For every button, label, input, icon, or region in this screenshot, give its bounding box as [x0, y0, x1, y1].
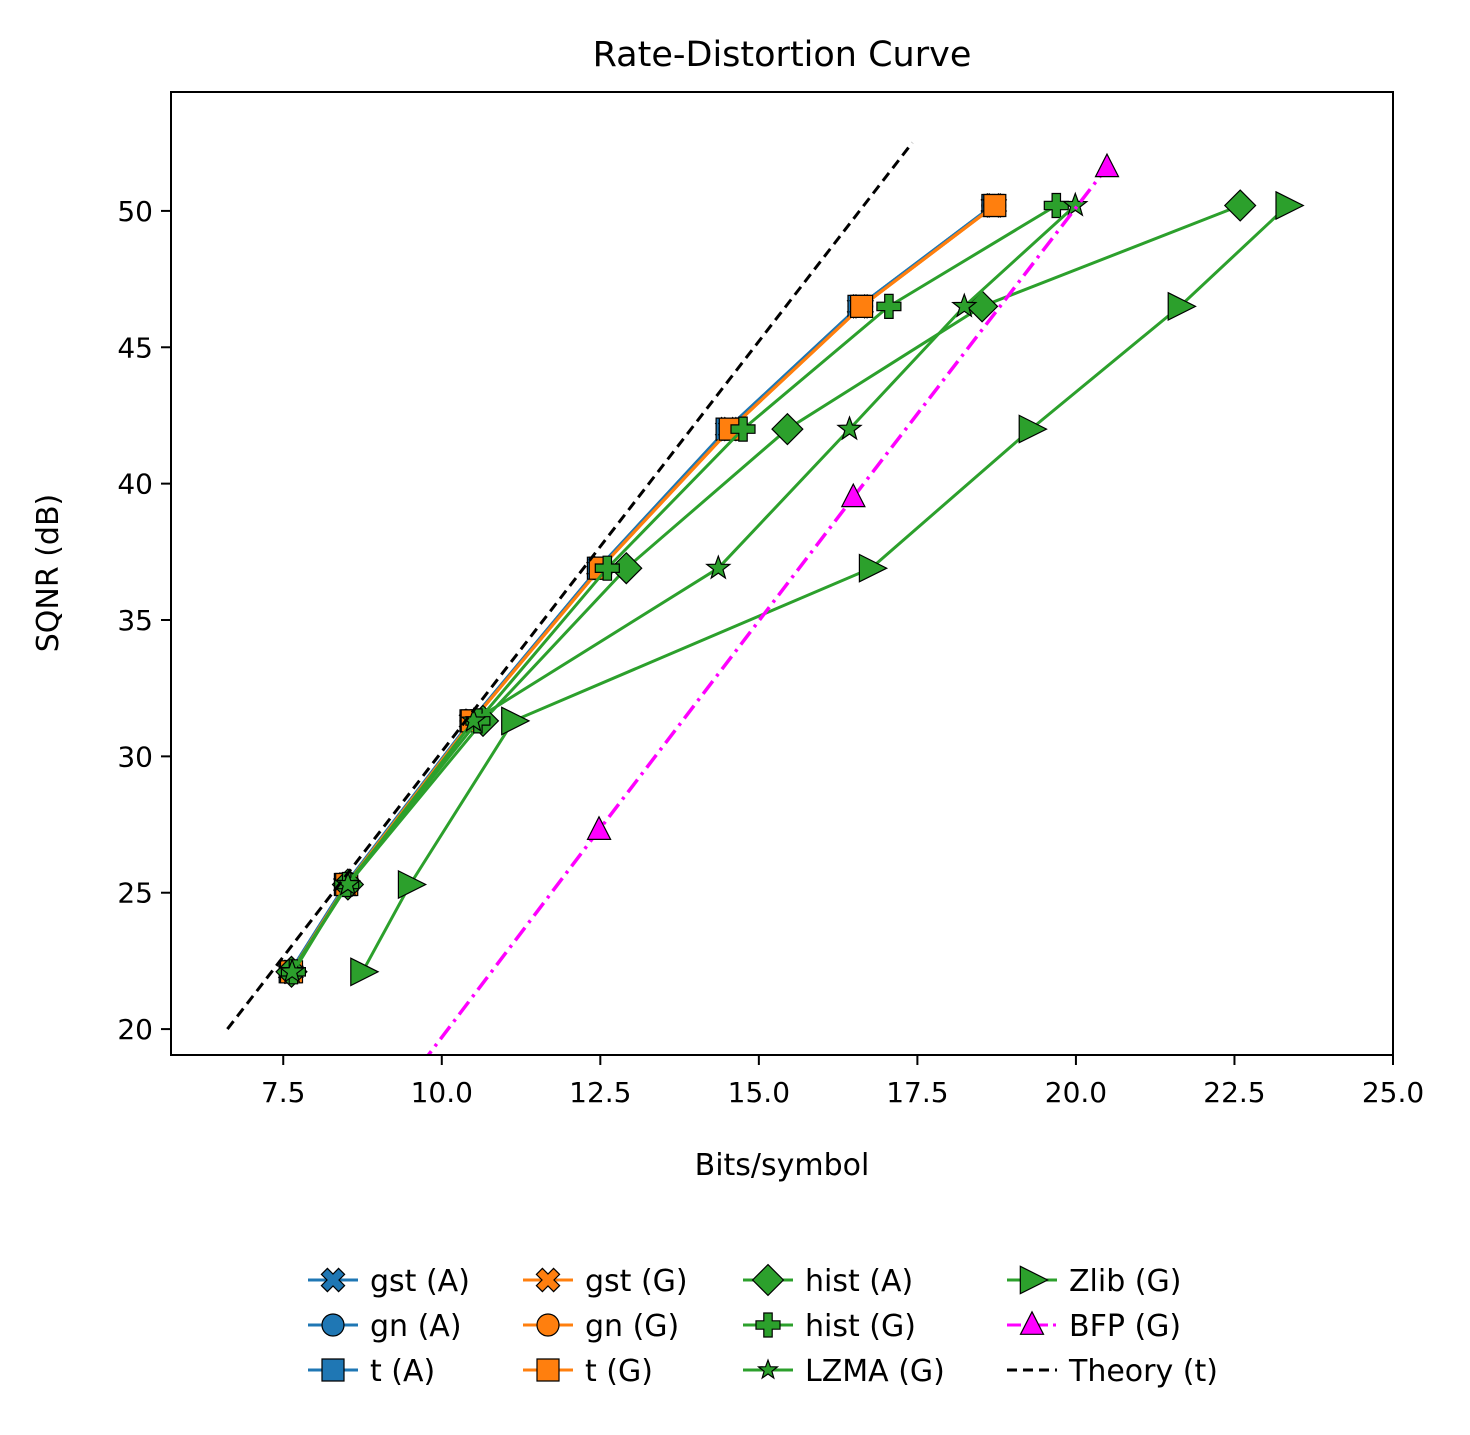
data-point [610, 551, 643, 585]
legend-item-gst-a: gst (A) [308, 1264, 470, 1299]
legend-label: hist (A) [805, 1264, 913, 1299]
legend-label: t (A) [370, 1354, 435, 1389]
legend-marker [1019, 1265, 1049, 1295]
series-line [426, 166, 1109, 1055]
data-point [460, 707, 487, 733]
legend-item-hist-a: hist (A) [743, 1263, 913, 1299]
legend-marker [755, 1312, 781, 1338]
legend-label: gn (A) [370, 1309, 462, 1344]
legend-item-theory-t: Theory (t) [1007, 1354, 1218, 1389]
data-point [730, 416, 756, 442]
data-point [983, 193, 1007, 218]
legend-marker [536, 1358, 560, 1382]
data-point [1275, 190, 1305, 221]
y-tick-label: 40 [117, 468, 153, 501]
legend-marker [536, 1313, 560, 1337]
data-point [1062, 191, 1089, 217]
data-point [594, 555, 620, 581]
legend-marker [321, 1313, 345, 1337]
y-tick-label: 50 [117, 195, 153, 228]
legend-label: BFP (G) [1069, 1309, 1181, 1344]
y-tick-label: 30 [117, 740, 153, 773]
legend-label: gst (A) [370, 1264, 470, 1299]
x-tick-label: 15.0 [728, 1076, 790, 1109]
data-point [1223, 189, 1257, 222]
data-point [771, 412, 804, 446]
legend-item-gn-g: gn (G) [523, 1309, 679, 1344]
legend-marker [1019, 1310, 1045, 1335]
legend-item-lzma-g: LZMA (G) [743, 1354, 945, 1389]
data-point [1094, 152, 1120, 178]
series-line [226, 141, 914, 1031]
legend-label: Zlib (G) [1069, 1264, 1181, 1299]
x-tick-label: 17.5 [886, 1076, 948, 1109]
legend: gst (A) gn (A) t (A) gst (G) gn (G) t (G) hist… [308, 1263, 1218, 1389]
legend-label: hist (G) [805, 1309, 916, 1344]
legend-marker [756, 1358, 780, 1380]
legend-item-gst-g: gst (G) [523, 1264, 688, 1299]
data-point [850, 294, 874, 318]
legend-label: LZMA (G) [805, 1354, 945, 1389]
y-axis-label: SQNR (dB) [31, 494, 66, 653]
legend-label: t (G) [585, 1354, 653, 1389]
legend-item-t-g: t (G) [523, 1354, 653, 1389]
plot-frame [170, 91, 1394, 1056]
data-point [501, 706, 531, 736]
legend-item-hist-g: hist (G) [743, 1309, 916, 1344]
chart-title: Rate-Distortion Curve [593, 35, 972, 75]
legend-label: Theory (t) [1068, 1354, 1218, 1389]
x-tick-label: 20.0 [1045, 1076, 1107, 1109]
legend-marker [320, 1267, 346, 1293]
legend-item-zlib-g: Zlib (G) [1007, 1264, 1181, 1299]
x-tick-label: 7.5 [261, 1076, 306, 1109]
data-point [705, 554, 732, 580]
data-point [397, 869, 428, 900]
x-tick-label: 25.0 [1362, 1076, 1424, 1109]
data-point [278, 957, 306, 984]
data-point [334, 870, 362, 896]
data-point [876, 293, 902, 319]
y-tick-label: 25 [117, 877, 153, 910]
y-tick-label: 20 [117, 1013, 153, 1046]
series-bfp-g [426, 152, 1120, 1055]
x-tick-label: 10.0 [411, 1076, 473, 1109]
data-point [840, 482, 866, 508]
y-tick-label: 35 [117, 604, 153, 637]
data-point [1167, 291, 1197, 321]
legend-marker [321, 1358, 345, 1382]
data-point [858, 553, 889, 583]
legend-marker [535, 1267, 561, 1293]
legend-label: gn (G) [585, 1309, 679, 1344]
data-point [350, 957, 380, 987]
x-axis-label: Bits/symbol [695, 1148, 870, 1183]
data-point [1018, 414, 1048, 444]
series-theory-t [226, 141, 914, 1031]
legend-item-t-a: t (A) [308, 1354, 435, 1389]
legend-marker [751, 1263, 785, 1297]
y-tick-label: 45 [117, 331, 153, 364]
series-lzma-g [278, 191, 1089, 984]
data-point [951, 292, 978, 318]
x-tick-label: 22.5 [1203, 1076, 1265, 1109]
data-point [836, 415, 863, 441]
legend-item-bfp-g: BFP (G) [1007, 1309, 1181, 1344]
legend-label: gst (G) [585, 1264, 688, 1299]
data-point [586, 815, 612, 840]
x-tick-label: 12.5 [569, 1076, 631, 1109]
legend-item-gn-a: gn (A) [308, 1309, 462, 1344]
series-zlib-g [350, 190, 1305, 987]
